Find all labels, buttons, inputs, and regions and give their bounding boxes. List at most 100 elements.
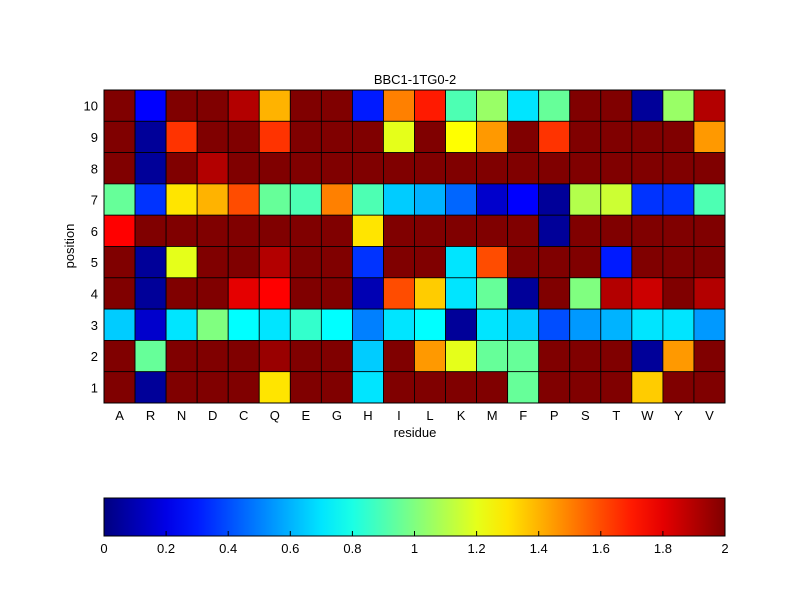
heatmap-cell-N-10 [165,89,198,122]
heatmap-cell-S-10 [569,89,602,122]
heatmap-cell-N-8 [165,152,198,185]
heatmap-cell-P-2 [538,339,571,373]
heatmap-cell-I-9 [383,120,415,154]
x-tick-label: I [397,408,401,423]
heatmap-cell-S-8 [569,152,602,185]
y-tick-label: 9 [91,130,98,145]
heatmap-cell-C-1 [227,371,260,404]
heatmap-cell-K-1 [445,371,477,404]
heatmap-cell-A-4 [103,277,136,310]
heatmap-cell-P-1 [538,371,571,404]
y-tick-label: 2 [91,349,98,364]
heatmap-cell-W-1 [631,371,664,404]
heatmap-cell-V-5 [693,246,726,279]
heatmap-cell-V-3 [693,308,726,341]
heatmap-cell-D-6 [196,214,229,247]
heatmap-cell-W-9 [631,120,664,154]
colorbar-tick-label: 0 [100,541,107,556]
heatmap-cell-Y-2 [662,339,695,373]
heatmap-cell-S-7 [569,183,602,216]
heatmap-cell-P-10 [538,89,571,122]
heatmap-cell-M-4 [476,277,509,310]
heatmap-cell-E-1 [289,371,322,404]
heatmap-cell-D-7 [196,183,229,216]
colorbar-tick-label: 1 [411,541,418,556]
heatmap-cell-M-8 [476,152,509,185]
heatmap-cell-C-9 [227,120,260,154]
heatmap-cell-C-8 [227,152,260,185]
heatmap-cell-P-3 [538,308,571,341]
heatmap-cell-F-10 [507,89,540,122]
heatmap-cell-V-7 [693,183,726,216]
heatmap-cell-Y-9 [662,120,695,154]
heatmap-cell-W-6 [631,214,664,247]
heatmap-cell-N-3 [165,308,198,341]
heatmap-cell-K-7 [445,183,477,216]
heatmap-cell-V-4 [693,277,726,310]
heatmap-cell-G-5 [320,246,353,279]
plot-frame [103,89,726,404]
heatmap-cell-V-9 [693,120,726,154]
x-tick-label: L [426,408,433,423]
heatmap-cell-R-10 [134,89,167,122]
heatmap-cell-M-7 [476,183,509,216]
heatmap-cells [103,89,726,404]
heatmap-cell-R-1 [134,371,167,404]
x-tick-label: H [363,408,372,423]
heatmap-cell-L-2 [414,339,446,373]
y-tick-labels: 10 9 8 7 6 5 4 3 2 1 [84,99,98,396]
heatmap-cell-S-9 [569,120,602,154]
heatmap-cell-F-5 [507,246,540,279]
heatmap-cell-I-4 [383,277,415,310]
heatmap-cell-K-6 [445,214,477,247]
heatmap-cell-T-2 [600,339,633,373]
heatmap-cell-T-10 [600,89,633,122]
x-tick-label: F [519,408,527,423]
heatmap-cell-Q-6 [258,214,291,247]
heatmap-cell-G-3 [320,308,353,341]
heatmap-cell-W-7 [631,183,664,216]
heatmap-cell-E-8 [289,152,322,185]
heatmap-cell-R-8 [134,152,167,185]
heatmap-cell-K-4 [445,277,477,310]
x-tick-label: V [705,408,714,423]
heatmap-cell-I-3 [383,308,415,341]
heatmap-cell-L-4 [414,277,446,310]
x-tick-label: W [641,408,654,423]
heatmap-cell-D-4 [196,277,229,310]
heatmap-cell-W-2 [631,339,664,373]
heatmap-cell-E-6 [289,214,322,247]
colorbar-tick-label: 1.4 [530,541,548,556]
x-tick-label: D [208,408,217,423]
x-tick-label: Q [270,408,280,423]
heatmap-cell-V-10 [693,89,726,122]
heatmap-cell-W-5 [631,246,664,279]
heatmap-cell-D-3 [196,308,229,341]
x-tick-label: T [612,408,620,423]
heatmap-cell-C-3 [227,308,260,341]
heatmap-cell-L-1 [414,371,446,404]
heatmap-cell-K-9 [445,120,477,154]
heatmap-cell-H-6 [351,214,384,247]
heatmap-cell-W-8 [631,152,664,185]
heatmap-cell-P-8 [538,152,571,185]
colorbar-tick-label: 0.6 [281,541,299,556]
heatmap-cell-M-6 [476,214,509,247]
heatmap-cell-L-10 [414,89,446,122]
heatmap-cell-S-5 [569,246,602,279]
x-tick-label: Y [674,408,683,423]
colorbar-tick-label: 0.2 [157,541,175,556]
heatmap-cell-M-3 [476,308,509,341]
x-tick-label: P [550,408,559,423]
heatmap-cell-P-6 [538,214,571,247]
heatmap-cell-I-5 [383,246,415,279]
heatmap-cell-L-5 [414,246,446,279]
heatmap-cell-L-9 [414,120,446,154]
heatmap-cell-D-8 [196,152,229,185]
heatmap-cell-Q-5 [258,246,291,279]
heatmap-cell-Y-8 [662,152,695,185]
heatmap-cell-A-3 [103,308,136,341]
heatmap-cell-M-9 [476,120,509,154]
heatmap-cell-G-1 [320,371,353,404]
